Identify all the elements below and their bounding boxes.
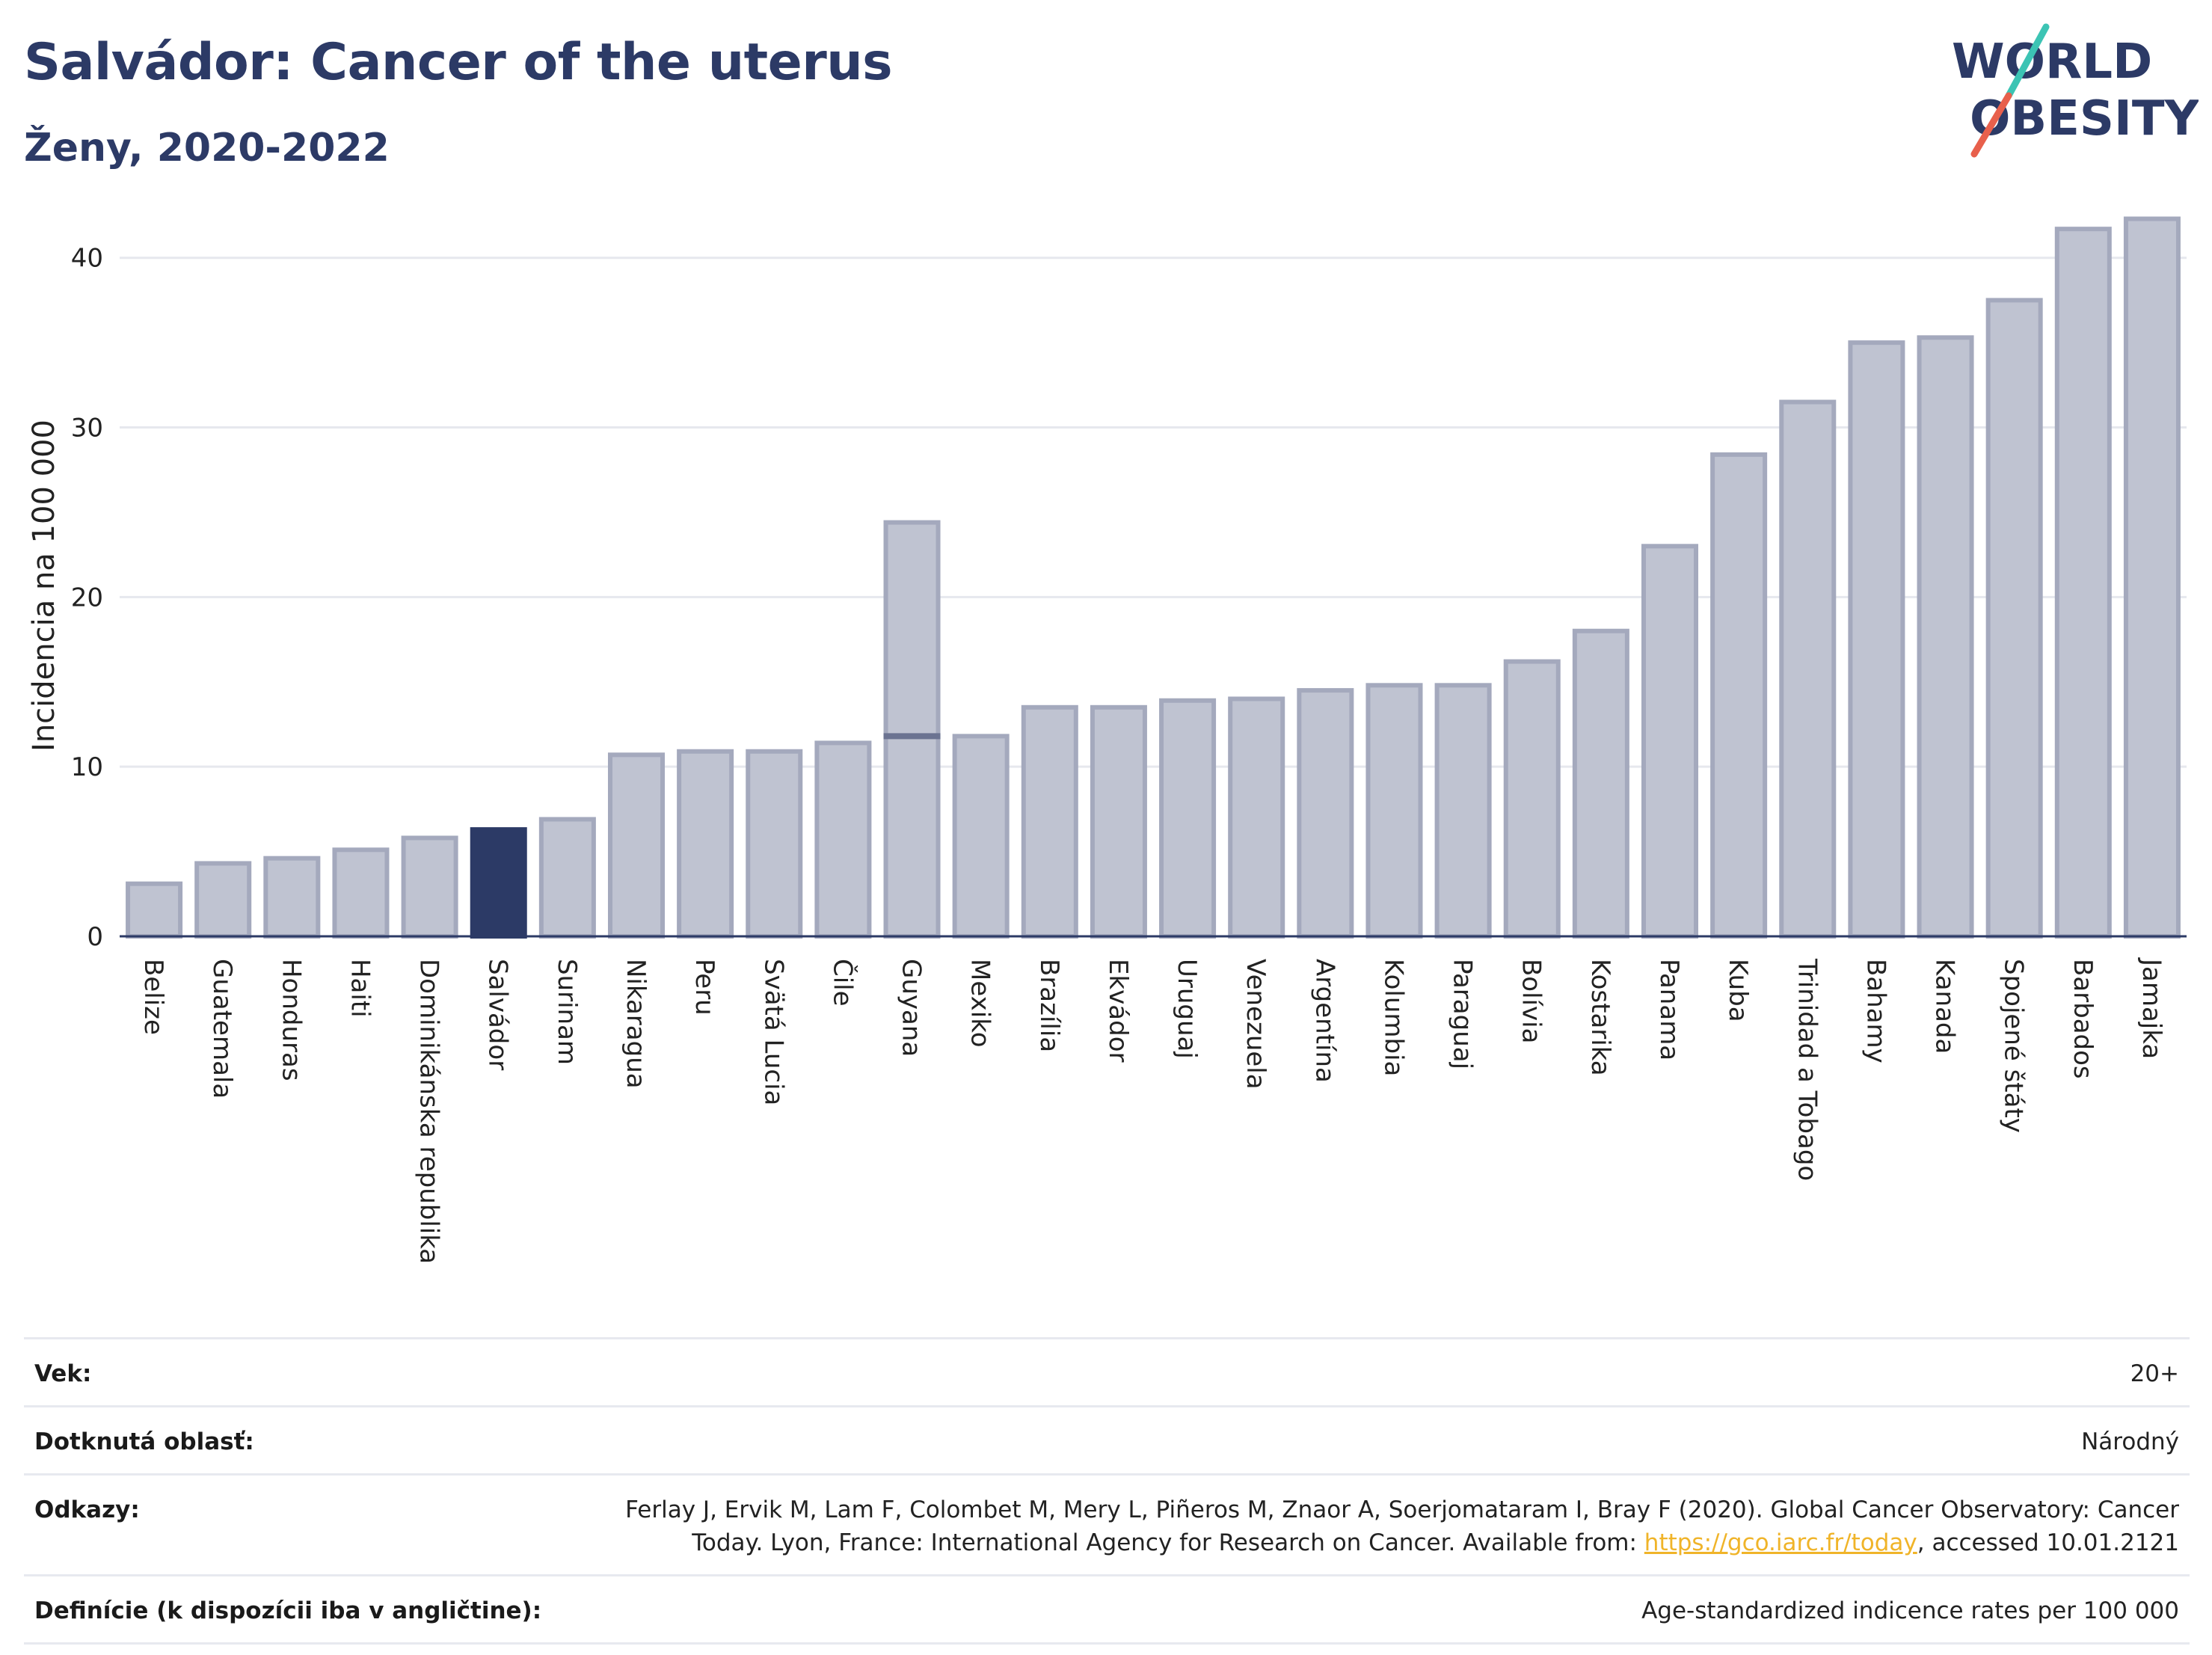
bar-19[interactable] — [1365, 683, 1423, 939]
bar-3[interactable] — [263, 856, 321, 939]
bar-23[interactable] — [1641, 544, 1699, 939]
x-tick-label: Paraguaj — [1448, 959, 1478, 1069]
x-tick-label: Peru — [689, 959, 719, 1016]
x-tick-label: Mexiko — [965, 959, 995, 1048]
world-obesity-logo: WORLD OBESITY — [1952, 23, 2199, 158]
bar-6[interactable] — [470, 827, 527, 939]
bar-16[interactable] — [1159, 698, 1217, 939]
x-tick-label: Kostarika — [1585, 959, 1615, 1076]
bar-17[interactable] — [1228, 696, 1285, 939]
bar-24[interactable] — [1710, 452, 1768, 939]
x-tick-label: Bahamy — [1861, 959, 1890, 1063]
bar-14[interactable] — [1021, 704, 1078, 939]
bar-28[interactable] — [1985, 298, 2043, 939]
x-tick-label: Čile — [827, 959, 858, 1007]
info-label: Dotknutá oblasť: — [34, 1428, 254, 1455]
bar-27[interactable] — [1917, 335, 1974, 939]
x-tick-label: Guatemala — [207, 959, 237, 1099]
info-label: Definície (k dispozícii iba v angličtine… — [34, 1597, 542, 1624]
bar-22[interactable] — [1572, 628, 1629, 939]
info-label: Vek: — [34, 1360, 92, 1387]
y-tick-label: 30 — [71, 414, 103, 443]
x-tick-label: Kolumbia — [1378, 959, 1408, 1076]
x-tick-label: Trinidad a Tobago — [1792, 958, 1822, 1181]
info-table: Vek: 20+ Dotknutá oblasť: Národný Odkazy… — [24, 1337, 2190, 1645]
bar-30[interactable] — [2123, 216, 2181, 939]
y-tick-label: 40 — [71, 244, 103, 274]
chart-subtitle: Ženy, 2020-2022 — [24, 126, 390, 171]
x-tick-label: Surinam — [552, 959, 582, 1065]
chart-title: Salvádor: Cancer of the uterus — [24, 33, 893, 92]
info-value: Age-standardized indicence rates per 100… — [1641, 1597, 2179, 1624]
grid-lines — [120, 257, 2187, 768]
info-label: Odkazy: — [34, 1496, 140, 1523]
x-tick-label: Kanada — [1930, 959, 1960, 1054]
bar-29[interactable] — [2054, 227, 2112, 939]
bar-12[interactable] — [883, 520, 941, 939]
info-row-definitions: Definície (k dispozícii iba v angličtine… — [24, 1574, 2190, 1645]
x-tick-label: Spojené štáty — [1999, 959, 2029, 1133]
info-row-references: Odkazy: Ferlay J, Ervik M, Lam F, Colomb… — [24, 1473, 2190, 1574]
x-tick-label: Ekvádor — [1103, 959, 1133, 1063]
x-tick-label: Kuba — [1723, 959, 1753, 1022]
bar-chart: 0 10 20 30 40 Incidencia na 100 000 Belize Gua… — [27, 216, 2187, 1264]
bar-21[interactable] — [1503, 659, 1561, 939]
info-value-reference: Ferlay J, Ervik M, Lam F, Colombet M, Me… — [609, 1493, 2179, 1559]
x-tick-label: Haiti — [345, 959, 375, 1018]
bars — [126, 216, 2181, 939]
bar-9[interactable] — [677, 749, 734, 939]
bar-20[interactable] — [1434, 683, 1492, 939]
x-tick-label: Guyana — [897, 959, 927, 1057]
bar-1[interactable] — [126, 881, 183, 939]
x-tick-label: Honduras — [276, 959, 306, 1081]
bar-15[interactable] — [1090, 704, 1147, 939]
info-row-area: Dotknutá oblasť: Národný — [24, 1405, 2190, 1473]
x-tick-label: Brazília — [1034, 959, 1064, 1052]
bar-10[interactable] — [746, 749, 803, 939]
x-tick-label: Nikaragua — [621, 959, 651, 1089]
bar-4[interactable] — [332, 847, 390, 939]
bar-8[interactable] — [607, 752, 666, 939]
bar-25[interactable] — [1779, 399, 1837, 939]
category-labels: Belize Guatemala Honduras Haiti Dominikánska… — [138, 957, 2166, 1264]
bar-18[interactable] — [1297, 688, 1354, 939]
x-tick-label: Venezuela — [1241, 959, 1271, 1090]
logo-line1: WORLD — [1952, 34, 2152, 90]
reference-text-end: , accessed 10.01.2121 — [1917, 1529, 2179, 1556]
y-tick-label: 20 — [71, 583, 103, 612]
bar-13[interactable] — [952, 734, 1010, 939]
logo-slash-bottom — [1970, 92, 2012, 158]
y-tick-label: 10 — [71, 752, 103, 782]
bar-5[interactable] — [401, 835, 458, 939]
bar-26[interactable] — [1848, 340, 1905, 939]
x-tick-label: Bolívia — [1517, 959, 1546, 1043]
info-value: Národný — [2081, 1428, 2179, 1455]
x-tick-label: Argentína — [1309, 959, 1339, 1083]
info-value: 20+ — [2130, 1360, 2179, 1387]
logo-slash-top — [2005, 23, 2050, 99]
x-tick-label: Uruguaj — [1172, 959, 1202, 1059]
reference-link[interactable]: https://gco.iarc.fr/today — [1644, 1529, 1917, 1556]
bar-7[interactable] — [538, 817, 596, 939]
axes: 0 10 20 30 40 Incidencia na 100 000 — [27, 244, 2187, 952]
x-tick-label: Salvádor — [483, 959, 513, 1070]
x-tick-label: Dominikánska republika — [414, 959, 444, 1264]
y-tick-label: 0 — [87, 922, 103, 952]
x-tick-label: Panama — [1654, 959, 1684, 1060]
bar-2[interactable] — [194, 861, 252, 939]
y-axis-title: Incidencia na 100 000 — [27, 420, 61, 752]
x-tick-label: Jamajka — [2136, 957, 2166, 1059]
bar-11[interactable] — [814, 740, 872, 939]
x-tick-label: Barbados — [2068, 959, 2098, 1079]
x-tick-label: Belize — [138, 959, 168, 1035]
info-row-age: Vek: 20+ — [24, 1337, 2190, 1405]
x-tick-label: Svätá Lucia — [758, 959, 788, 1105]
reference-text: Ferlay J, Ervik M, Lam F, Colombet M, Me… — [625, 1496, 2179, 1556]
